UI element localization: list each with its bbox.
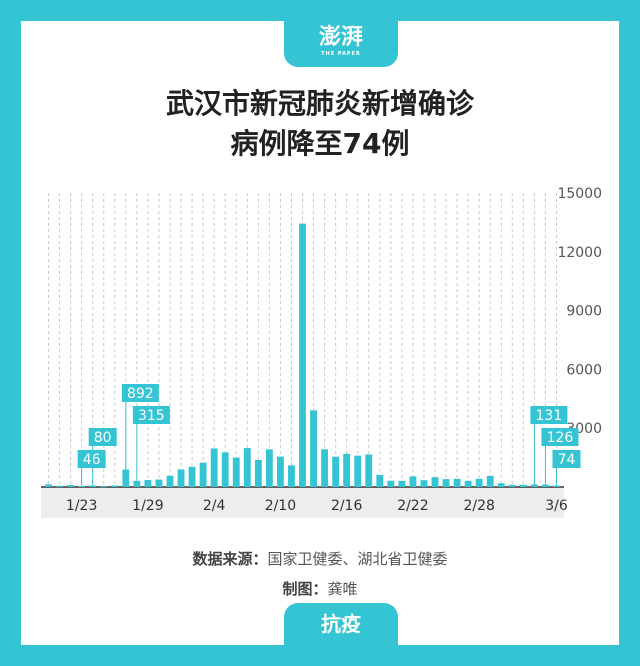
bar (420, 480, 428, 487)
bar (89, 485, 97, 487)
bar (332, 456, 340, 487)
x-tick-label: 2/28 (463, 498, 494, 514)
credit-label: 制图： (282, 580, 328, 598)
x-tick-label: 2/16 (331, 498, 363, 514)
x-tick-label: 2/4 (203, 498, 226, 514)
bar (542, 484, 549, 487)
y-tick-label: 12000 (557, 245, 602, 261)
data-label: 126 (547, 430, 574, 446)
x-axis-band (41, 487, 564, 518)
bar (122, 469, 130, 487)
x-tick-label: 1/23 (66, 498, 97, 514)
data-label-box (541, 428, 579, 446)
bar (497, 483, 505, 487)
x-tick-label: 2/22 (397, 498, 428, 514)
data-label-box (132, 406, 170, 424)
bar (166, 475, 174, 487)
y-tick-label: 9000 (566, 304, 602, 320)
data-label: 131 (536, 408, 563, 424)
bar (133, 480, 141, 487)
chart-title-line1: 武汉市新冠肺炎新增确诊 (165, 87, 474, 120)
data-label-box (77, 450, 106, 468)
bar (475, 478, 483, 487)
bar (111, 485, 119, 487)
y-tick-label: 6000 (566, 362, 602, 378)
bar (199, 462, 207, 487)
bar (243, 448, 251, 487)
bar (254, 459, 262, 487)
bar (464, 480, 472, 487)
bar (343, 453, 351, 487)
data-label-box (121, 384, 159, 402)
bar (221, 452, 229, 487)
x-tick-label: 3/6 (545, 498, 568, 514)
data-label-box (88, 428, 117, 446)
bar (354, 455, 362, 487)
bar (288, 465, 295, 487)
card: 澎湃 THE PAPER 抗疫 (21, 21, 619, 645)
topic-label: 抗疫 (321, 612, 361, 636)
bar (519, 484, 527, 487)
logo: 澎湃 (318, 24, 363, 50)
source-value: 国家卫健委、湖北省卫健委 (267, 550, 448, 568)
x-tick-label: 1/29 (132, 498, 163, 514)
data-label: 46 (83, 452, 101, 468)
bar (376, 474, 384, 487)
data-label: 80 (94, 430, 112, 446)
logo-tab: 澎湃 THE PAPER (284, 21, 398, 67)
chart-title-line2: 病例降至74例 (230, 127, 410, 160)
bar (265, 449, 273, 487)
bar (486, 475, 494, 487)
bar (453, 478, 461, 487)
bar (442, 479, 450, 487)
bar (276, 456, 284, 487)
bar (387, 480, 395, 487)
bar (144, 480, 152, 487)
bar (530, 484, 538, 487)
x-tick-label: 2/10 (265, 498, 296, 514)
bar (210, 448, 218, 487)
chart-title: 武汉市新冠肺炎新增确诊 病例降至74例 (0, 84, 640, 164)
bar (78, 486, 86, 488)
bar (321, 449, 329, 487)
bar (431, 477, 439, 487)
bar (188, 466, 196, 487)
bar (508, 484, 516, 487)
bar (409, 476, 417, 487)
credit-value: 龚唯 (327, 580, 358, 598)
bar (56, 485, 63, 487)
bar (155, 479, 163, 487)
logo-subtitle: THE PAPER (321, 51, 361, 57)
bar (232, 457, 240, 487)
bar (365, 454, 373, 487)
data-label: 315 (138, 408, 165, 424)
bar (553, 485, 560, 487)
bar (310, 410, 317, 487)
credit-line: 制图：龚唯 (0, 578, 640, 599)
bar (299, 223, 306, 487)
bar (45, 484, 52, 487)
bar (177, 469, 185, 487)
data-label: 74 (558, 452, 576, 468)
y-tick-label: 15000 (557, 186, 602, 202)
data-label: 892 (127, 386, 154, 402)
data-label-box (552, 450, 581, 468)
source-label: 数据来源： (192, 550, 268, 568)
data-label-box (530, 406, 568, 424)
bar (398, 480, 406, 487)
source-line: 数据来源：国家卫健委、湖北省卫健委 (0, 548, 640, 569)
topic-tab: 抗疫 (284, 603, 398, 645)
bar (67, 484, 75, 487)
bar (100, 486, 108, 488)
